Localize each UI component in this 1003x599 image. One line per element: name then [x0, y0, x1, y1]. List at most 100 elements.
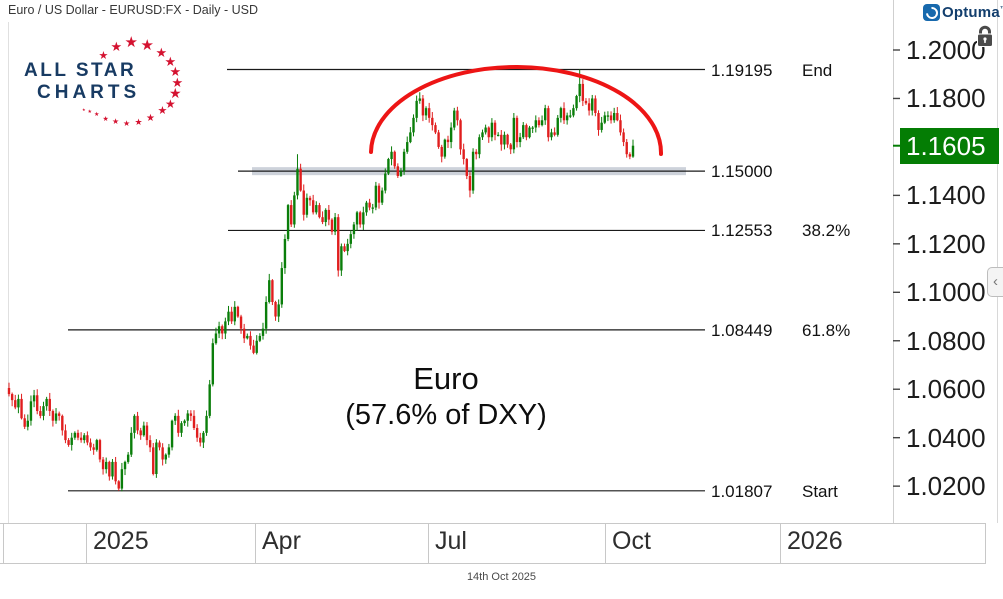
annotation-line2: (57.6% of DXY): [345, 399, 547, 431]
candle: [587, 98, 591, 116]
candle: [321, 211, 324, 225]
candle: [337, 214, 340, 277]
candle: [217, 321, 221, 339]
candle: [51, 409, 55, 427]
current-price-badge: 1.1605: [900, 127, 999, 164]
candle: [261, 322, 265, 340]
candle: [406, 136, 409, 154]
star-icon: ★: [102, 115, 109, 123]
candle: [161, 443, 164, 466]
candle: [412, 114, 415, 137]
star-icon: ★: [94, 112, 100, 119]
candle: [305, 193, 309, 218]
candle: [167, 443, 171, 458]
candle: [192, 410, 196, 430]
candle: [384, 168, 387, 194]
y-axis-label: 1.1800: [906, 83, 986, 114]
x-axis-label: Oct: [612, 527, 651, 555]
x-axis-label: Jul: [435, 527, 467, 555]
star-icon: ★: [165, 96, 176, 111]
candle: [211, 338, 215, 387]
candle: [371, 203, 374, 214]
candle: [616, 107, 619, 122]
candle: [609, 111, 613, 124]
candle: [133, 414, 136, 439]
candle: [224, 317, 227, 339]
star-icon: ★: [157, 105, 168, 118]
fib-value-label: 1.19195: [711, 60, 773, 80]
rounding-top-arc[interactable]: [369, 65, 664, 156]
candle: [572, 104, 575, 118]
candle: [148, 435, 152, 453]
candle: [98, 438, 102, 463]
star-icon: ★: [123, 119, 131, 129]
candle: [619, 114, 622, 136]
price-axis[interactable]: 1.2000 1.1800 1.1400 1.1200 1.1000 1.0800 1.06…: [893, 0, 1003, 523]
candle: [105, 457, 108, 474]
y-axis-label: 1.1000: [906, 277, 986, 308]
fib-tag-label: Start: [802, 481, 838, 501]
candle: [506, 133, 509, 148]
star-icon: ★: [146, 112, 155, 124]
candle: [484, 124, 487, 135]
x-axis-cell: Apr: [255, 524, 428, 563]
candle: [603, 111, 606, 125]
star-icon: ★: [134, 117, 143, 128]
candle: [214, 327, 218, 345]
candle: [471, 148, 475, 194]
candle: [340, 243, 343, 276]
candle: [390, 146, 393, 166]
candle: [525, 123, 528, 141]
annotation-line1: Euro: [413, 361, 479, 396]
candle: [537, 117, 541, 128]
candle: [368, 198, 371, 211]
fib-tag-label: 61.8%: [802, 320, 851, 340]
candle: [164, 453, 167, 464]
report-date: 14th Oct 2025: [466, 571, 537, 583]
candle: [170, 419, 174, 451]
candle: [126, 452, 130, 464]
candle: [465, 157, 469, 180]
candle: [500, 130, 503, 151]
time-axis[interactable]: 2025 Apr Jul Oct 2026: [0, 523, 986, 564]
candle: [101, 456, 105, 475]
candle: [36, 389, 39, 415]
candle: [343, 243, 346, 253]
candle: [490, 118, 494, 142]
chart-title: Euro / US Dollar - EURUSD:FX - Daily - U…: [8, 3, 259, 17]
optuma-wordmark: Optuma™: [942, 4, 1003, 21]
candle: [277, 299, 280, 323]
candle: [152, 442, 155, 476]
star-icon: ★: [164, 53, 177, 69]
candle: [569, 109, 572, 119]
candle: [280, 262, 284, 308]
candle: [462, 143, 465, 165]
candle: [61, 414, 64, 436]
candle: [449, 122, 453, 149]
candle: [86, 431, 89, 446]
candle: [515, 115, 519, 148]
candle: [509, 143, 512, 155]
candle: [268, 273, 271, 304]
candle: [600, 116, 603, 133]
candle: [83, 433, 86, 444]
candle: [443, 138, 447, 159]
x-axis-label: 2025: [93, 527, 149, 555]
lock-icon[interactable]: [972, 23, 998, 50]
candle: [283, 234, 287, 274]
candle: [437, 129, 440, 149]
optuma-eye-icon: [923, 4, 940, 21]
axis-collapse-chevron-icon[interactable]: ‹: [987, 267, 1003, 297]
candle: [459, 118, 462, 155]
candle: [365, 200, 368, 216]
candle: [311, 194, 315, 215]
candle: [631, 139, 635, 158]
candle: [318, 202, 321, 219]
candle: [409, 127, 412, 144]
candle: [230, 306, 233, 324]
candle: [421, 95, 425, 122]
candle: [271, 279, 274, 306]
candle: [10, 392, 14, 407]
